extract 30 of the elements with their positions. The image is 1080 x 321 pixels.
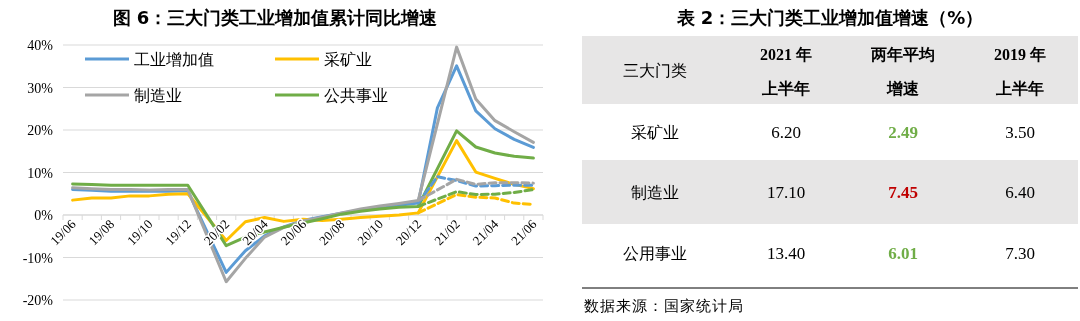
- text: 3.50: [1005, 123, 1035, 142]
- y-tick-label: -10%: [22, 250, 54, 266]
- text: 7.30: [1005, 244, 1035, 263]
- y-tick-label: -20%: [22, 293, 54, 308]
- legend-label: 采矿业: [324, 50, 372, 69]
- y-tick-label: 30%: [27, 80, 54, 96]
- text: 三大门类: [623, 61, 687, 80]
- category-label: 2021 年上半年: [760, 46, 812, 97]
- text: 7.45: [888, 183, 918, 202]
- category-label: 制造业: [631, 183, 679, 202]
- y-tick-label: 20%: [27, 123, 54, 138]
- text: 13.40: [766, 244, 806, 263]
- chart-title: 图 6：三大门类工业增加值累计同比增速: [112, 7, 438, 28]
- text: 2.49: [888, 123, 918, 142]
- text: 6.01: [888, 244, 918, 263]
- category-label: 两年平均增速: [870, 46, 935, 97]
- text: 6.40: [1005, 183, 1035, 202]
- text: 6.20: [771, 123, 801, 142]
- category-label: 2019 年上半年: [994, 46, 1046, 97]
- legend-label: 制造业: [134, 86, 182, 105]
- text: 17.10: [766, 183, 806, 202]
- legend-label: 工业增加值: [134, 50, 214, 69]
- y-tick-label: 0%: [34, 208, 54, 223]
- source-note: 数据来源：国家统计局: [584, 298, 744, 314]
- y-tick-label: 10%: [27, 165, 54, 181]
- y-tick-label: 40%: [27, 38, 54, 53]
- category-label: 采矿业: [631, 123, 679, 142]
- text: 表 2：三大门类工业增加值增速（%）: [675, 7, 984, 28]
- legend-label: 公共事业: [324, 86, 388, 105]
- category-label: 公用事业: [623, 244, 687, 263]
